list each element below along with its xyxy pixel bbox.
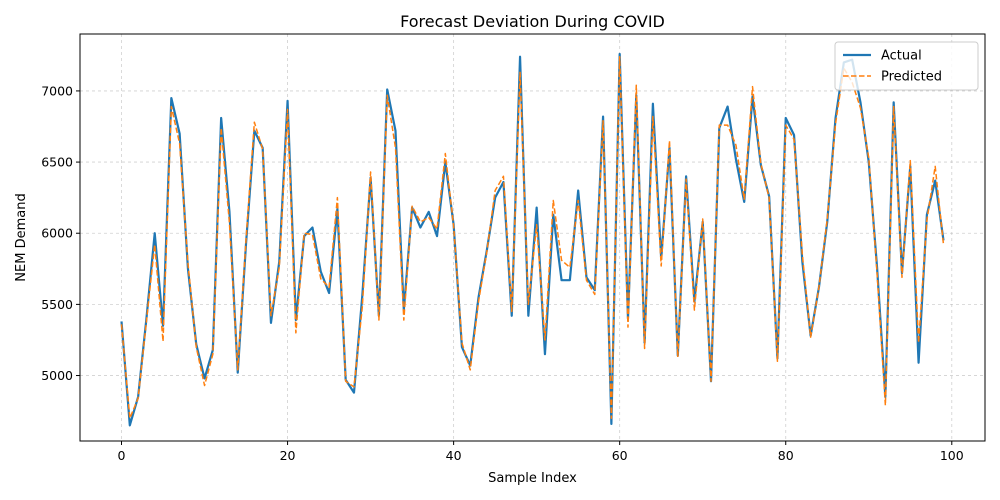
y-tick-label: 5500: [41, 297, 73, 312]
x-tick-label: 20: [280, 448, 296, 463]
y-axis-label: NEM Demand: [14, 193, 29, 281]
axis-ticks: 0 20 40 60 80 100 5000 5500 6000 6500 7000: [41, 83, 964, 463]
series-line-predicted: [120, 56, 945, 419]
series-line-actual: [120, 52, 945, 427]
x-tick-label: 0: [118, 448, 126, 463]
x-tick-label: 80: [778, 448, 794, 463]
grid: [80, 34, 985, 441]
legend-label-predicted: Predicted: [881, 70, 942, 85]
plot-series: [120, 52, 945, 427]
legend: Actual Predicted: [834, 41, 979, 91]
plot-frame: [79, 33, 986, 442]
x-tick-label: 100: [940, 448, 964, 463]
y-tick-label: 6500: [41, 155, 73, 170]
y-tick-label: 6000: [41, 226, 73, 241]
x-tick-label: 60: [612, 448, 628, 463]
y-tick-label: 5000: [41, 368, 73, 383]
x-tick-label: 40: [446, 448, 462, 463]
chart-title: Forecast Deviation During COVID: [400, 12, 665, 31]
legend-label-actual: Actual: [881, 49, 922, 64]
x-axis-label: Sample Index: [488, 471, 577, 486]
y-tick-label: 7000: [41, 83, 73, 98]
